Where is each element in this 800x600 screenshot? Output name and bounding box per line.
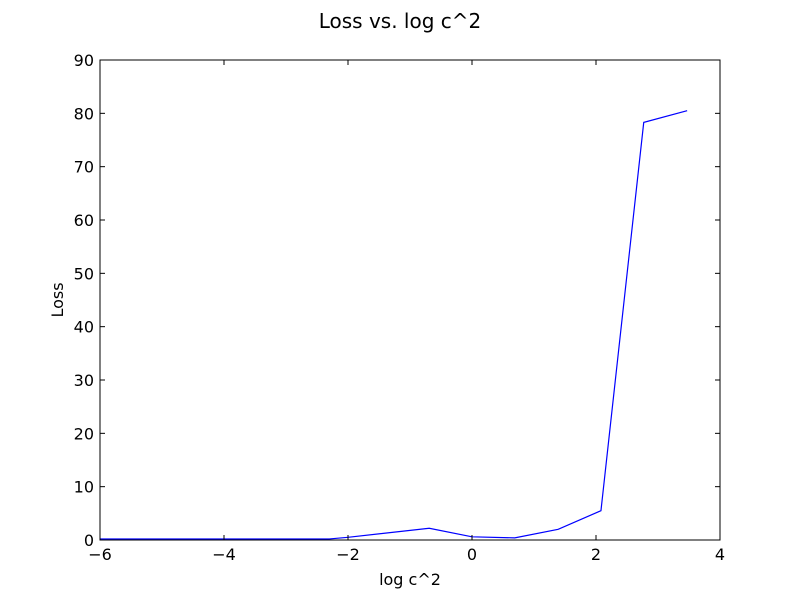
x-tick-label: 4 (715, 545, 725, 564)
x-tick-label: 0 (467, 545, 477, 564)
y-tick-label: 80 (74, 104, 94, 123)
chart-title: Loss vs. log c^2 (319, 9, 482, 33)
x-axis-label: log c^2 (379, 570, 441, 589)
axes-frame (99, 59, 721, 541)
y-tick-label: 90 (74, 51, 94, 70)
y-tick-label: 10 (74, 478, 94, 497)
x-tick-label: −6 (88, 545, 112, 564)
y-tick-label: 60 (74, 211, 94, 230)
y-tick-label: 20 (74, 424, 94, 443)
y-tick-label: 40 (74, 318, 94, 337)
y-tick-label: 50 (74, 264, 94, 283)
y-tick-label: 70 (74, 158, 94, 177)
y-axis-label: Loss (48, 282, 67, 317)
y-tick-label: 30 (74, 371, 94, 390)
y-tick-label: 0 (84, 531, 94, 550)
x-tick-label: 2 (591, 545, 601, 564)
x-tick-label: −2 (336, 545, 360, 564)
x-tick-label: −4 (212, 545, 236, 564)
